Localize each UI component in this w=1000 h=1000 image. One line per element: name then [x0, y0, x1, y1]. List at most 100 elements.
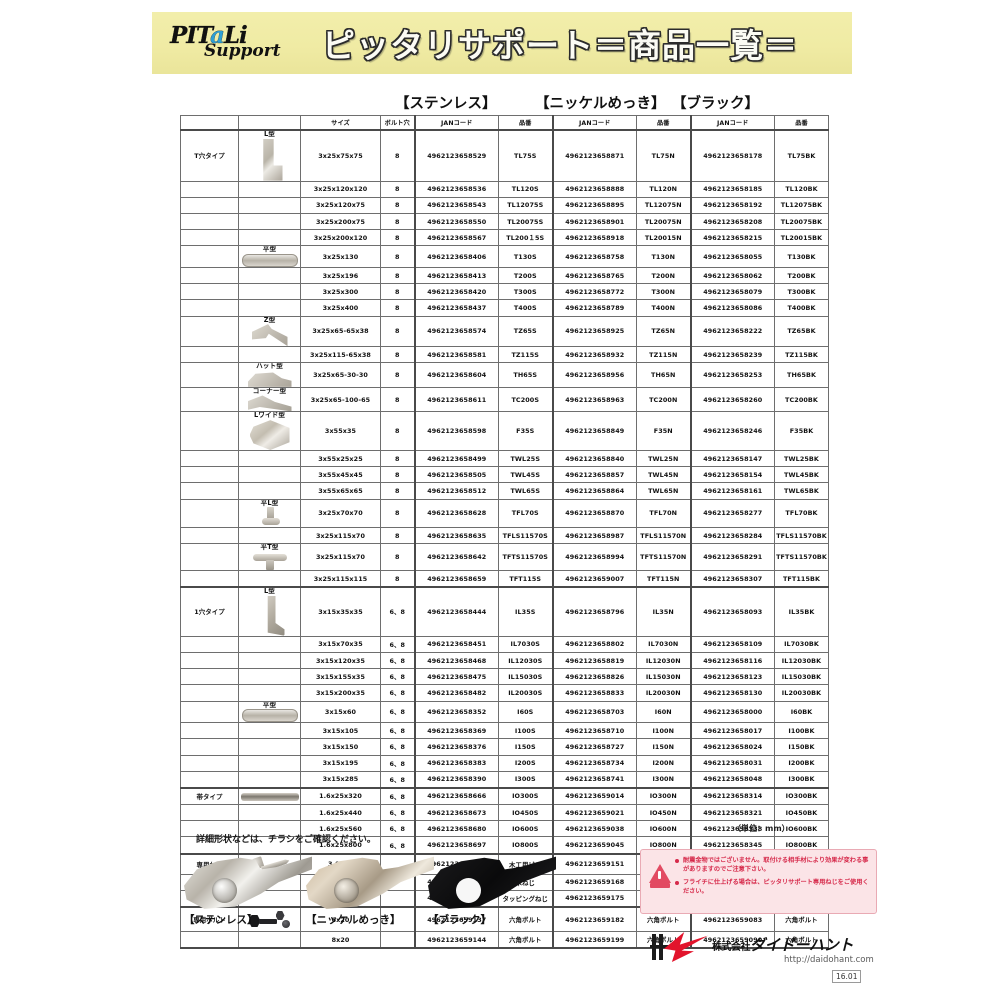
- table-row[interactable]: 3x55x25x25 8 4962123658499 TWL25S 4962123658…: [180, 450, 829, 468]
- cell-hinban-nickel: I60N: [636, 700, 691, 724]
- cell-jan-nickel: 4962123659168: [551, 873, 637, 891]
- table-row[interactable]: 3x15x285 6、8 4962123658390 I300S 49621236587…: [180, 770, 829, 789]
- header-type: [180, 115, 239, 131]
- logo-support-text: Support: [204, 41, 281, 61]
- cell-size: 3x55x65x65: [300, 482, 381, 500]
- company-name: 株式会社ダイドーハント: [712, 936, 854, 954]
- cell-bolt-hole: 6、8: [380, 722, 415, 740]
- table-row[interactable]: 3x25x120x75 8 4962123658543 TL12075S 4962123…: [180, 196, 829, 214]
- cell-jan-stainless: 4962123658512: [413, 482, 499, 500]
- cell-jan-nickel: 4962123658741: [551, 770, 637, 789]
- table-row[interactable]: ハット型 3x25x65-30-30 8 4962123658604 TH65S 4962…: [180, 362, 829, 388]
- cell-type: [180, 362, 239, 388]
- table-row[interactable]: 帯タイプ 1.6x25x320 6、8 4962123658666 IO300S 4962…: [180, 786, 829, 806]
- table-row[interactable]: 3x55x45x45 8 4962123658505 TWL45S 4962123658…: [180, 466, 829, 484]
- cell-hinban-nickel: T300N: [636, 283, 691, 301]
- cell-hinban-black: IO600BK: [774, 820, 829, 838]
- table-row[interactable]: 3x25x400 8 4962123658437 T400S 4962123658789…: [180, 299, 829, 317]
- cell-hinban-nickel: TFLS11570N: [636, 527, 691, 545]
- cell-size: 3x25x65-100-65: [300, 386, 381, 413]
- cell-hinban-stainless: I100S: [498, 722, 553, 740]
- cell-size: 3x25x300: [300, 283, 381, 301]
- table-row[interactable]: 3x25x115x115 8 4962123658659 TFT115S 4962123…: [180, 570, 829, 588]
- table-row[interactable]: 平型 3x25x130 8 4962123658406 T130S 49621236587…: [180, 245, 829, 268]
- cell-bolt-hole: 8: [380, 482, 415, 500]
- table-row[interactable]: Z型 3x25x65-65x38 8 4962123658574 TZ65S 496212…: [180, 315, 829, 348]
- cell-jan-black: 4962123658284: [689, 527, 775, 545]
- daidohant-logo-icon: [650, 932, 712, 962]
- cell-shape: [238, 684, 301, 702]
- table-row[interactable]: T穴タイプ L型 3x25x75x75 8 4962123658529 TL75S 4962…: [180, 128, 829, 182]
- cell-hinban-black: TFLS11570BK: [774, 527, 829, 545]
- table-row[interactable]: 3x15x120x35 6、8 4962123658468 IL12030S 49621…: [180, 651, 829, 670]
- cell-bolt-hole: 8: [380, 128, 415, 182]
- warning-list: 耐震金物ではございません。取付ける相手材により効果が変わる事がありますのでご注意…: [675, 857, 871, 901]
- cell-shape: [238, 299, 301, 317]
- table-row[interactable]: 3x25x115-65x38 8 4962123658581 TZ115S 496212…: [180, 346, 829, 364]
- table-row[interactable]: 3x15x70x35 6、8 4962123658451 IL7030S 4962123…: [180, 635, 829, 653]
- table-row[interactable]: 3x25x196 8 4962123658413 T200S 4962123658765…: [180, 266, 829, 285]
- cell-hinban-nickel: I200N: [636, 754, 691, 772]
- table-row[interactable]: 3x55x65x65 8 4962123658512 TWL65S 4962123658…: [180, 482, 829, 500]
- cell-type: [180, 738, 239, 756]
- cell-hinban-stainless: T200S: [498, 266, 553, 285]
- table-row[interactable]: 平型 3x15x60 6、8 4962123658352 I60S 49621236587…: [180, 700, 829, 724]
- cell-hinban-black: I300BK: [774, 770, 829, 789]
- table-row[interactable]: 3x25x300 8 4962123658420 T300S 4962123658772…: [180, 283, 829, 301]
- cell-jan-stainless: 4962123658680: [413, 820, 499, 838]
- table-row[interactable]: 3x15x155x35 6、8 4962123658475 IL15030S 49621…: [180, 668, 829, 686]
- cell-type: [180, 315, 239, 348]
- table-row[interactable]: 3x25x200x120 8 4962123658567 TL200１5S 496212…: [180, 229, 829, 247]
- cell-hinban-black: TC200BK: [774, 386, 829, 413]
- cell-hinban-black: TFL70BK: [774, 498, 829, 529]
- cell-hinban-stainless: TL20075S: [498, 212, 553, 231]
- cell-bolt-hole: 8: [380, 180, 415, 198]
- cell-jan-black: 4962123658109: [689, 635, 775, 653]
- cell-hinban-black: T200BK: [774, 266, 829, 285]
- table-row[interactable]: Lワイド型 3x55x35 8 4962123658598 F35S 4962123658…: [180, 411, 829, 452]
- cell-jan-black: 4962123658314: [689, 786, 775, 806]
- cell-jan-stainless: 4962123658581: [413, 346, 499, 364]
- table-row[interactable]: 平T型 3x25x115x70 8 4962123658642 TFTS11570S 49…: [180, 543, 829, 571]
- cell-jan-nickel: 4962123659038: [551, 820, 637, 838]
- table-row[interactable]: 3x25x115x70 8 4962123658635 TFLS11570S 49621…: [180, 527, 829, 545]
- table-row[interactable]: 3x15x195 6、8 4962123658383 I200S 49621236587…: [180, 754, 829, 772]
- company-url[interactable]: http://daidohant.com: [784, 955, 874, 965]
- table-row[interactable]: 1穴タイプ L型 3x15x35x35 6、8 4962123658444 IL35S 49…: [180, 586, 829, 637]
- cell-hinban-black: I60BK: [774, 700, 829, 724]
- table-row[interactable]: 1.6x25x560 6、8 4962123658680 IO600S 49621236…: [180, 820, 829, 838]
- cell-hinban-nickel: TWL45N: [636, 466, 691, 484]
- cell-size: 3x15x150: [300, 738, 381, 756]
- cell-jan-black: 4962123658048: [689, 770, 775, 789]
- table-row[interactable]: 3x15x150 6、8 4962123658376 I150S 49621236587…: [180, 738, 829, 756]
- cell-hinban-nickel: TFTS11570N: [636, 543, 691, 571]
- cell-jan-nickel: 4962123658963: [551, 386, 637, 413]
- cell-hinban-black: IL15030BK: [774, 668, 829, 686]
- cell-hinban-stainless: T300S: [498, 283, 553, 301]
- table-row[interactable]: 1.6x25x440 6、8 4962123658673 IO450S 49621236…: [180, 804, 829, 822]
- cell-hinban-black: IL35BK: [774, 586, 829, 637]
- cell-shape: [238, 180, 301, 198]
- cell-hinban-stainless: IO600S: [498, 820, 553, 838]
- cell-jan-black: 4962123658253: [689, 362, 775, 388]
- table-row[interactable]: コーナー型 3x25x65-100-65 8 4962123658611 TC200S 4…: [180, 386, 829, 413]
- table-row[interactable]: 3x25x200x75 8 4962123658550 TL20075S 4962123…: [180, 212, 829, 231]
- cell-shape: [238, 466, 301, 484]
- cell-jan-nickel: 4962123658888: [551, 180, 637, 198]
- table-row[interactable]: 平L型 3x25x70x70 8 4962123658628 TFL70S 4962123…: [180, 498, 829, 529]
- cell-jan-nickel: 4962123658925: [551, 315, 637, 348]
- cell-type: [180, 722, 239, 740]
- table-row[interactable]: 3x15x200x35 6、8 4962123658482 IL20030S 49621…: [180, 684, 829, 702]
- warning-box: 耐震金物ではございません。取付ける相手材により効果が変わる事がありますのでご注意…: [640, 849, 877, 914]
- cell-size: 3x25x200x120: [300, 229, 381, 247]
- cell-jan-black: 4962123658222: [689, 315, 775, 348]
- cell-hinban-black: 六角ボルト: [774, 931, 829, 950]
- cell-jan-black: 4962123658017: [689, 722, 775, 740]
- cell-hinban-stainless: IL35S: [498, 586, 553, 637]
- cell-hinban-nickel: IL12030N: [636, 651, 691, 670]
- cell-jan-black: 4962123658055: [689, 245, 775, 268]
- table-row[interactable]: 3x15x105 6、8 4962123658369 I100S 49621236587…: [180, 722, 829, 740]
- header-bolt: ボルト穴: [380, 115, 415, 131]
- table-body: T穴タイプ L型 3x25x75x75 8 4962123658529 TL75S 4962…: [180, 128, 829, 950]
- table-row[interactable]: 3x25x120x120 8 4962123658536 TL120S 49621236…: [180, 180, 829, 198]
